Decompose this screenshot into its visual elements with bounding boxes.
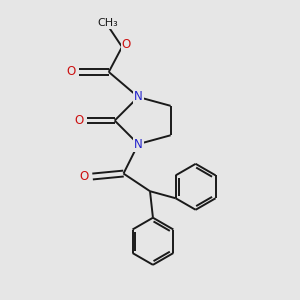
Text: CH₃: CH₃ [97, 18, 118, 28]
Text: O: O [80, 170, 89, 183]
Text: N: N [134, 91, 142, 103]
Text: O: O [122, 38, 131, 51]
Text: O: O [67, 65, 76, 79]
Text: O: O [75, 114, 84, 127]
Text: N: N [134, 138, 142, 151]
